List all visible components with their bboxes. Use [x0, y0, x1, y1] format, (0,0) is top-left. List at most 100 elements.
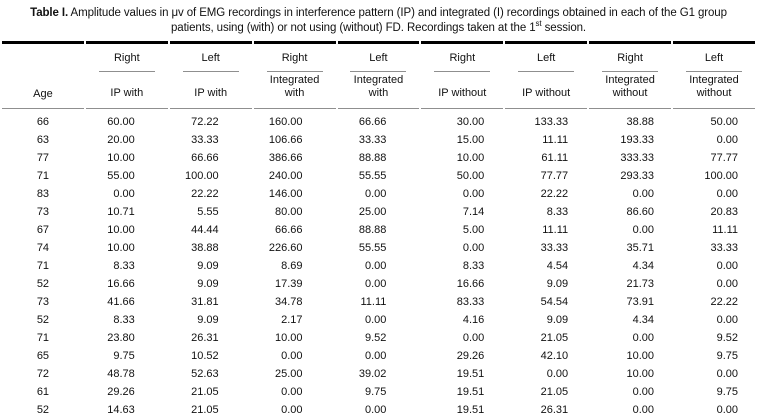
- age-cell: 71: [36, 332, 50, 344]
- column-header-ip-with-right: IP with: [85, 73, 168, 109]
- value-cell: 0.00: [716, 188, 738, 200]
- value-cell: 55.00: [107, 170, 135, 182]
- value-cell: 0.00: [716, 134, 738, 146]
- value-cell: 11.11: [542, 224, 569, 236]
- table-body: 66 60.00 72.22 160.00 66.66 30.00 133.33 38.88 5…: [2, 109, 755, 419]
- value-cell: 19.51: [456, 386, 485, 398]
- value-cell: 9.52: [716, 332, 738, 344]
- value-cell: 0.00: [462, 188, 485, 200]
- value-cell: 42.10: [540, 350, 569, 362]
- column-header-age: Age: [2, 41, 84, 109]
- value-cell: 5.55: [197, 206, 219, 218]
- value-cell: 0.00: [716, 368, 738, 380]
- value-cell: 0.00: [281, 350, 303, 362]
- age-cell: 52: [36, 314, 50, 326]
- caption-superscript: st: [535, 19, 542, 29]
- group-header-label: Left: [704, 52, 724, 64]
- column-header-integrated-without-right: Integrated without: [589, 73, 671, 109]
- value-cell: 0.00: [364, 404, 387, 416]
- value-cell: 8.33: [462, 260, 485, 272]
- table-row: 83 0.00 22.22 146.00 0.00 0.00 22.22 0.00 0.00: [2, 185, 755, 203]
- table-row: 67 10.00 44.44 66.66 88.88 5.00 11.11 0.00 11.11: [2, 221, 755, 239]
- value-cell: 100.00: [184, 170, 219, 182]
- value-cell: 0.00: [364, 188, 387, 200]
- column-header-integrated-without-left: Integrated without: [673, 73, 755, 109]
- age-cell: 74: [36, 242, 50, 254]
- value-cell: 38.88: [626, 116, 654, 128]
- value-cell: 21.05: [191, 404, 219, 416]
- value-cell: 35.71: [626, 242, 654, 254]
- value-cell: 54.54: [540, 296, 569, 308]
- value-cell: 0.00: [462, 242, 485, 254]
- value-cell: 20.00: [107, 134, 135, 146]
- value-cell: 31.81: [191, 296, 219, 308]
- value-cell: 10.00: [274, 332, 303, 344]
- value-cell: 26.31: [540, 404, 569, 416]
- value-cell: 55.55: [358, 170, 387, 182]
- value-cell: 9.75: [364, 386, 387, 398]
- age-cell: 73: [36, 206, 50, 218]
- age-cell: 65: [36, 350, 50, 362]
- header-underline: [350, 71, 407, 72]
- value-cell: 41.66: [107, 296, 135, 308]
- table-row: 74 10.00 38.88 226.60 55.55 0.00 33.33 35.71 33.…: [2, 239, 755, 257]
- value-cell: 29.26: [456, 350, 485, 362]
- value-cell: 25.00: [358, 206, 387, 218]
- value-cell: 66.66: [274, 224, 303, 236]
- value-cell: 160.00: [268, 116, 303, 128]
- table-row: 72 48.78 52.63 25.00 39.02 19.51 0.00 10.00 0.00: [2, 365, 755, 383]
- value-cell: 50.00: [456, 170, 485, 182]
- value-cell: 0.00: [632, 188, 654, 200]
- value-cell: 8.33: [546, 206, 569, 218]
- table-subheader-row: IP with IP with Integrated with Integrat…: [2, 73, 755, 109]
- header-underline: [98, 71, 155, 72]
- value-cell: 0.00: [364, 350, 387, 362]
- value-cell: 0.00: [632, 332, 654, 344]
- value-cell: 11.11: [542, 134, 569, 146]
- value-cell: 22.22: [710, 296, 738, 308]
- value-cell: 9.75: [716, 386, 738, 398]
- value-cell: 0.00: [113, 188, 135, 200]
- value-cell: 4.34: [632, 314, 654, 326]
- value-cell: 22.22: [540, 188, 569, 200]
- table-row: 73 10.71 5.55 80.00 25.00 7.14 8.33 86.60 20.83: [2, 203, 755, 221]
- table-row: 71 8.33 9.09 8.69 0.00 8.33 4.54 4.34 0.00: [2, 257, 755, 275]
- group-header-right-4: Right: [589, 41, 671, 73]
- group-header-left-2: Left: [337, 41, 420, 73]
- value-cell: 2.17: [281, 314, 303, 326]
- value-cell: 0.00: [364, 314, 387, 326]
- value-cell: 9.09: [197, 278, 219, 290]
- value-cell: 0.00: [716, 404, 738, 416]
- header-underline: [266, 71, 323, 72]
- age-cell: 63: [36, 134, 50, 146]
- value-cell: 33.33: [191, 134, 219, 146]
- value-cell: 8.69: [281, 260, 303, 272]
- table-row: 52 14.63 21.05 0.00 0.00 19.51 26.31 0.00 0.00: [2, 401, 755, 419]
- column-header-integrated-with-right: Integrated with: [253, 73, 336, 109]
- value-cell: 88.88: [358, 224, 387, 236]
- value-cell: 44.44: [191, 224, 219, 236]
- value-cell: 9.75: [113, 350, 135, 362]
- value-cell: 25.00: [274, 368, 303, 380]
- value-cell: 77.77: [710, 152, 738, 164]
- value-cell: 0.00: [364, 260, 387, 272]
- value-cell: 100.00: [704, 170, 738, 182]
- value-cell: 4.54: [546, 260, 569, 272]
- value-cell: 4.34: [632, 260, 654, 272]
- value-cell: 5.00: [462, 224, 485, 236]
- value-cell: 16.66: [456, 278, 485, 290]
- value-cell: 20.83: [710, 206, 738, 218]
- value-cell: 33.33: [358, 134, 387, 146]
- table-row: 52 16.66 9.09 17.39 0.00 16.66 9.09 21.73 0.00: [2, 275, 755, 293]
- value-cell: 61.11: [541, 152, 569, 164]
- value-cell: 0.00: [716, 260, 738, 272]
- age-cell: 61: [36, 386, 50, 398]
- group-header-label: Left: [369, 52, 388, 64]
- value-cell: 4.16: [462, 314, 485, 326]
- value-cell: 16.66: [107, 278, 135, 290]
- value-cell: 193.33: [620, 134, 654, 146]
- value-cell: 0.00: [632, 404, 654, 416]
- header-underline: [686, 71, 742, 72]
- value-cell: 0.00: [632, 224, 654, 236]
- column-header-ip-without-right: IP without: [421, 73, 504, 109]
